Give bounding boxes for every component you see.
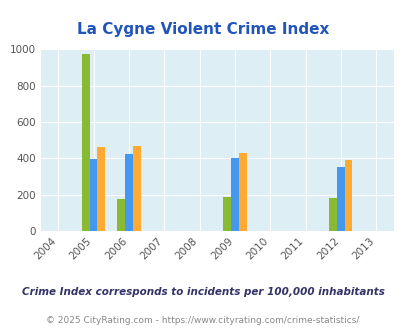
- Bar: [230, 158, 238, 231]
- Bar: [336, 167, 344, 231]
- Bar: [238, 153, 246, 231]
- Bar: [125, 154, 132, 231]
- Text: La Cygne Violent Crime Index: La Cygne Violent Crime Index: [77, 22, 328, 37]
- Bar: [132, 146, 140, 231]
- Text: Crime Index corresponds to incidents per 100,000 inhabitants: Crime Index corresponds to incidents per…: [21, 287, 384, 297]
- Bar: [117, 199, 125, 231]
- Bar: [97, 147, 105, 231]
- Bar: [328, 198, 336, 231]
- Bar: [82, 54, 90, 231]
- Bar: [344, 160, 352, 231]
- Bar: [90, 159, 97, 231]
- Bar: [223, 196, 230, 231]
- Text: © 2025 CityRating.com - https://www.cityrating.com/crime-statistics/: © 2025 CityRating.com - https://www.city…: [46, 315, 359, 325]
